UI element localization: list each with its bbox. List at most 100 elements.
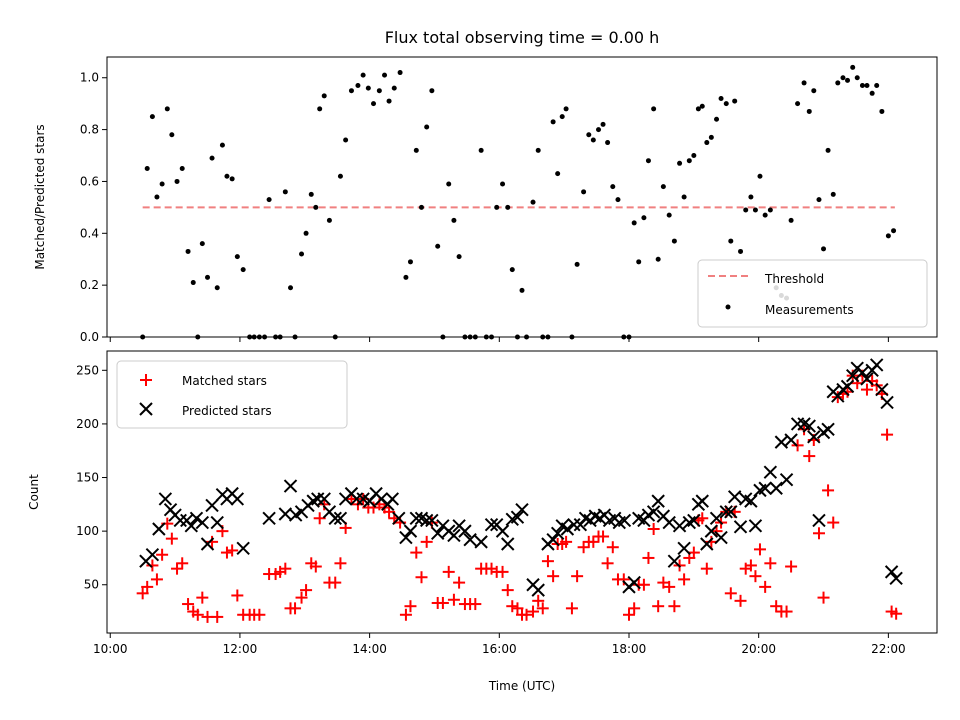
measurement-point — [795, 101, 801, 107]
measurement-point — [348, 88, 354, 94]
measurement-point — [407, 259, 413, 265]
matched-star-marker — [724, 587, 737, 600]
measurement-point — [596, 127, 602, 133]
measurement-point — [732, 98, 738, 104]
measurement-point — [714, 116, 720, 122]
matched-star-marker — [420, 535, 433, 548]
measurement-point — [859, 83, 865, 89]
matched-star-marker — [136, 587, 149, 600]
predicted-star-marker — [869, 358, 884, 372]
measurement-point — [386, 98, 392, 104]
measurement-point — [164, 106, 170, 112]
measurement-point — [581, 189, 587, 195]
bottom-plot-frame — [106, 350, 938, 634]
matched-star-marker — [309, 560, 322, 573]
predicted-star-marker — [195, 515, 210, 530]
matched-star-marker — [571, 570, 584, 583]
predicted-star-marker — [515, 502, 529, 517]
measurement-point — [645, 158, 651, 164]
measurement-point — [830, 191, 836, 197]
matched-star-marker — [410, 546, 423, 559]
measurement-point — [864, 83, 870, 89]
predicted-star-marker — [807, 430, 821, 444]
measurement-point — [360, 72, 366, 78]
measurement-point — [240, 267, 246, 273]
top-y-axis-label: Matched/Predicted stars — [33, 124, 47, 269]
top-y-tick-label: 0.2 — [80, 278, 99, 292]
predicted-star-marker — [727, 490, 742, 504]
measurement-point — [266, 197, 272, 203]
matched-star-marker — [171, 562, 184, 575]
measurement-point — [303, 230, 309, 236]
top-y-tick-label: 0.6 — [80, 174, 99, 188]
matched-star-marker — [812, 527, 825, 540]
matched-star-marker — [678, 573, 691, 586]
matched-star-marker — [700, 562, 713, 575]
measurement-point — [514, 334, 520, 340]
predicted-star-marker — [550, 526, 565, 540]
x-tick-label: 22:00 — [871, 642, 906, 656]
matched-star-marker — [881, 428, 894, 441]
measurement-points — [140, 64, 897, 340]
measurement-point — [752, 207, 758, 213]
predicted-star-marker — [812, 513, 826, 528]
measurement-point — [376, 88, 382, 94]
x-tick-label: 16:00 — [482, 642, 517, 656]
measurement-point — [550, 119, 556, 125]
measurement-point — [251, 334, 257, 340]
bottom-y-tick-label: 100 — [76, 524, 99, 538]
measurement-point — [686, 158, 692, 164]
measurement-point — [586, 132, 592, 138]
matched-star-marker — [622, 608, 635, 621]
measurement-point — [835, 80, 841, 86]
measurement-point — [472, 334, 478, 340]
predicted-star-marker — [189, 511, 204, 525]
matched-star-marker — [176, 557, 189, 570]
predicted-star-marker — [860, 372, 874, 386]
matched-star-marker — [696, 512, 709, 525]
measurement-point — [199, 241, 205, 247]
top-panel: 0.0 0.2 0.4 0.6 0.8 1.0 Matched/Predicted sta… — [33, 56, 938, 344]
bottom-legend: Matched stars Predicted stars — [116, 360, 348, 429]
measurement-point — [154, 194, 160, 200]
predicted-star-marker — [560, 522, 575, 536]
measurement-point — [545, 334, 551, 340]
measurement-point — [292, 334, 298, 340]
measurement-point — [845, 77, 851, 83]
measurement-point — [621, 334, 627, 340]
measurement-point — [326, 217, 332, 223]
matched-star-marker — [220, 546, 233, 559]
matched-star-marker — [547, 570, 560, 583]
predicted-star-marker — [447, 528, 461, 543]
matched-star-marker — [436, 596, 449, 609]
measurement-point — [748, 194, 754, 200]
measurement-point — [282, 189, 288, 195]
measurement-point — [636, 259, 642, 265]
measurement-point — [229, 176, 235, 182]
predicted-star-marker — [349, 492, 364, 506]
predicted-star-marker — [317, 492, 331, 506]
measurement-point — [174, 178, 180, 184]
predicted-star-marker — [152, 522, 166, 536]
measurement-point — [343, 137, 349, 143]
matched-star-marker — [817, 591, 830, 604]
matched-star-marker — [226, 544, 239, 557]
measurement-point — [655, 256, 661, 262]
measurement-point — [626, 334, 632, 340]
matched-star-marker — [734, 594, 747, 607]
measurement-point — [299, 251, 305, 257]
matched-star-marker — [447, 593, 460, 606]
bottom-panel: 50 100 150 200 250 10:00 12:00 14:00 16:00 18:00… — [27, 350, 938, 693]
predicted-star-marker — [724, 505, 738, 519]
predicted-star-marker — [328, 511, 342, 525]
measurement-point — [816, 197, 822, 203]
measurement-point — [718, 95, 724, 101]
predicted-star-marker — [184, 519, 199, 533]
measurement-point — [610, 184, 616, 190]
threshold-legend-label: Threshold — [764, 272, 824, 286]
predicted-star-marker — [880, 395, 894, 410]
measurement-point — [699, 103, 705, 109]
measurement-point — [821, 246, 827, 252]
chart-title: Flux total observing time = 0.00 h — [385, 28, 660, 47]
matched-star-marker — [541, 555, 554, 568]
